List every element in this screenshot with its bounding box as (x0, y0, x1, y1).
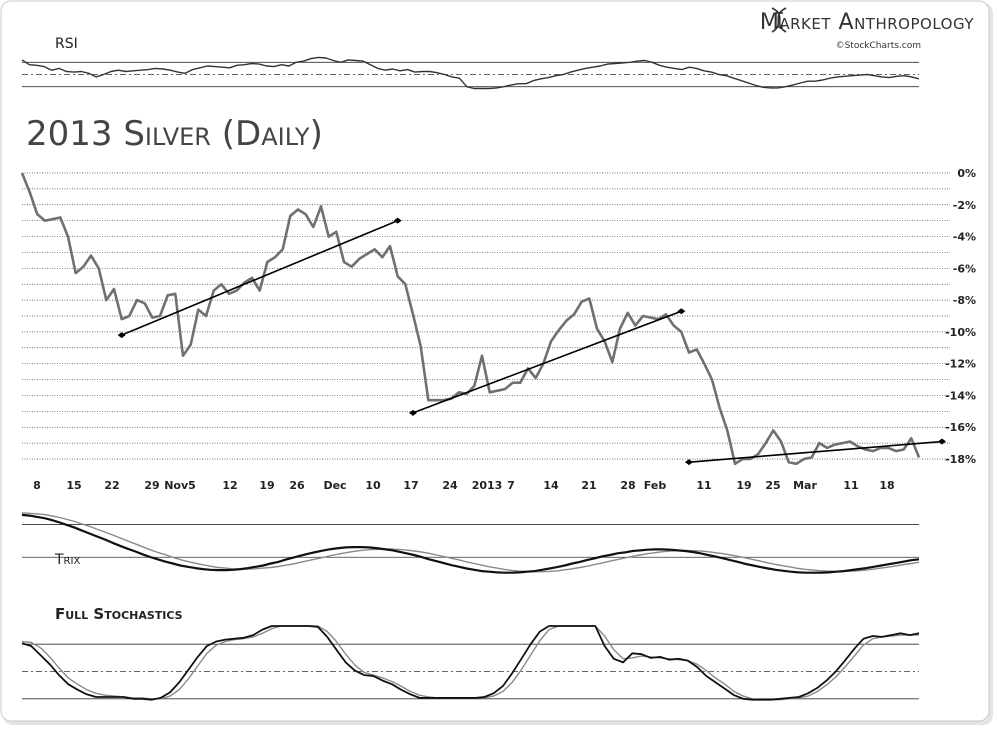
x-tick-label: 2013 (472, 479, 503, 492)
trendline (688, 440, 943, 463)
trendline-endpoint (938, 438, 946, 445)
trix-signal-line (21, 512, 920, 573)
y-tick-label: -16% (945, 421, 976, 434)
stoch-k-line (21, 625, 920, 701)
x-tick-label: 24 (442, 479, 458, 492)
trendline-endpoint (117, 332, 126, 339)
stochastics-title: Full Stochastics (55, 605, 183, 623)
x-tick-label: 7 (507, 479, 515, 492)
y-tick-label: -6% (953, 262, 976, 275)
trendline (412, 310, 682, 414)
trendline-endpoint (409, 409, 417, 416)
x-tick-label: 10 (365, 479, 381, 492)
y-tick-label: -4% (953, 231, 976, 244)
x-tick-label: 26 (289, 479, 305, 492)
x-tick-label: 14 (543, 479, 559, 492)
x-tick-label: 11 (696, 479, 711, 492)
x-tick-label: 17 (403, 479, 418, 492)
x-tick-label: 11 (843, 479, 858, 492)
trendline (121, 219, 398, 336)
x-tick-label: Feb (644, 479, 667, 492)
x-tick-label: 22 (104, 479, 119, 492)
x-tick-label: 15 (66, 479, 81, 492)
x-tick-label: 21 (581, 479, 596, 492)
rsi-line (21, 56, 920, 90)
x-tick-label: 25 (765, 479, 780, 492)
frame-border (0, 0, 990, 722)
x-tick-label: 8 (33, 479, 41, 492)
trendline-endpoint (685, 459, 693, 466)
trix-title: Trix (54, 552, 80, 568)
dna-logo-icon (771, 7, 787, 33)
x-tick-label: Mar (793, 479, 817, 492)
y-tick-label: 0% (957, 167, 976, 180)
y-tick-label: -14% (945, 389, 976, 402)
y-tick-label: -8% (953, 294, 976, 307)
x-tick-label: 19 (736, 479, 751, 492)
y-tick-label: -18% (945, 453, 976, 466)
y-tick-label: -10% (945, 326, 976, 339)
trix-line (21, 513, 920, 574)
x-tick-label: 29 (144, 479, 159, 492)
y-tick-label: -12% (945, 358, 976, 371)
rsi-title: RSI (55, 36, 78, 52)
x-tick-label: Dec (323, 479, 346, 492)
price-title: 2013 Silver (Daily) (26, 114, 323, 154)
y-tick-label: -2% (953, 199, 976, 212)
x-tick-label: 28 (620, 479, 635, 492)
x-tick-label: 12 (222, 479, 237, 492)
brand-title: Market Anthropology (760, 10, 974, 35)
x-tick-label: 19 (259, 479, 274, 492)
price-line (20, 172, 921, 466)
x-tick-label: 18 (879, 479, 894, 492)
trendline-endpoint (677, 308, 686, 315)
x-tick-label: Nov5 (164, 479, 196, 492)
trendline-endpoint (393, 217, 402, 224)
source-credit: ©StockCharts.com (836, 41, 921, 51)
